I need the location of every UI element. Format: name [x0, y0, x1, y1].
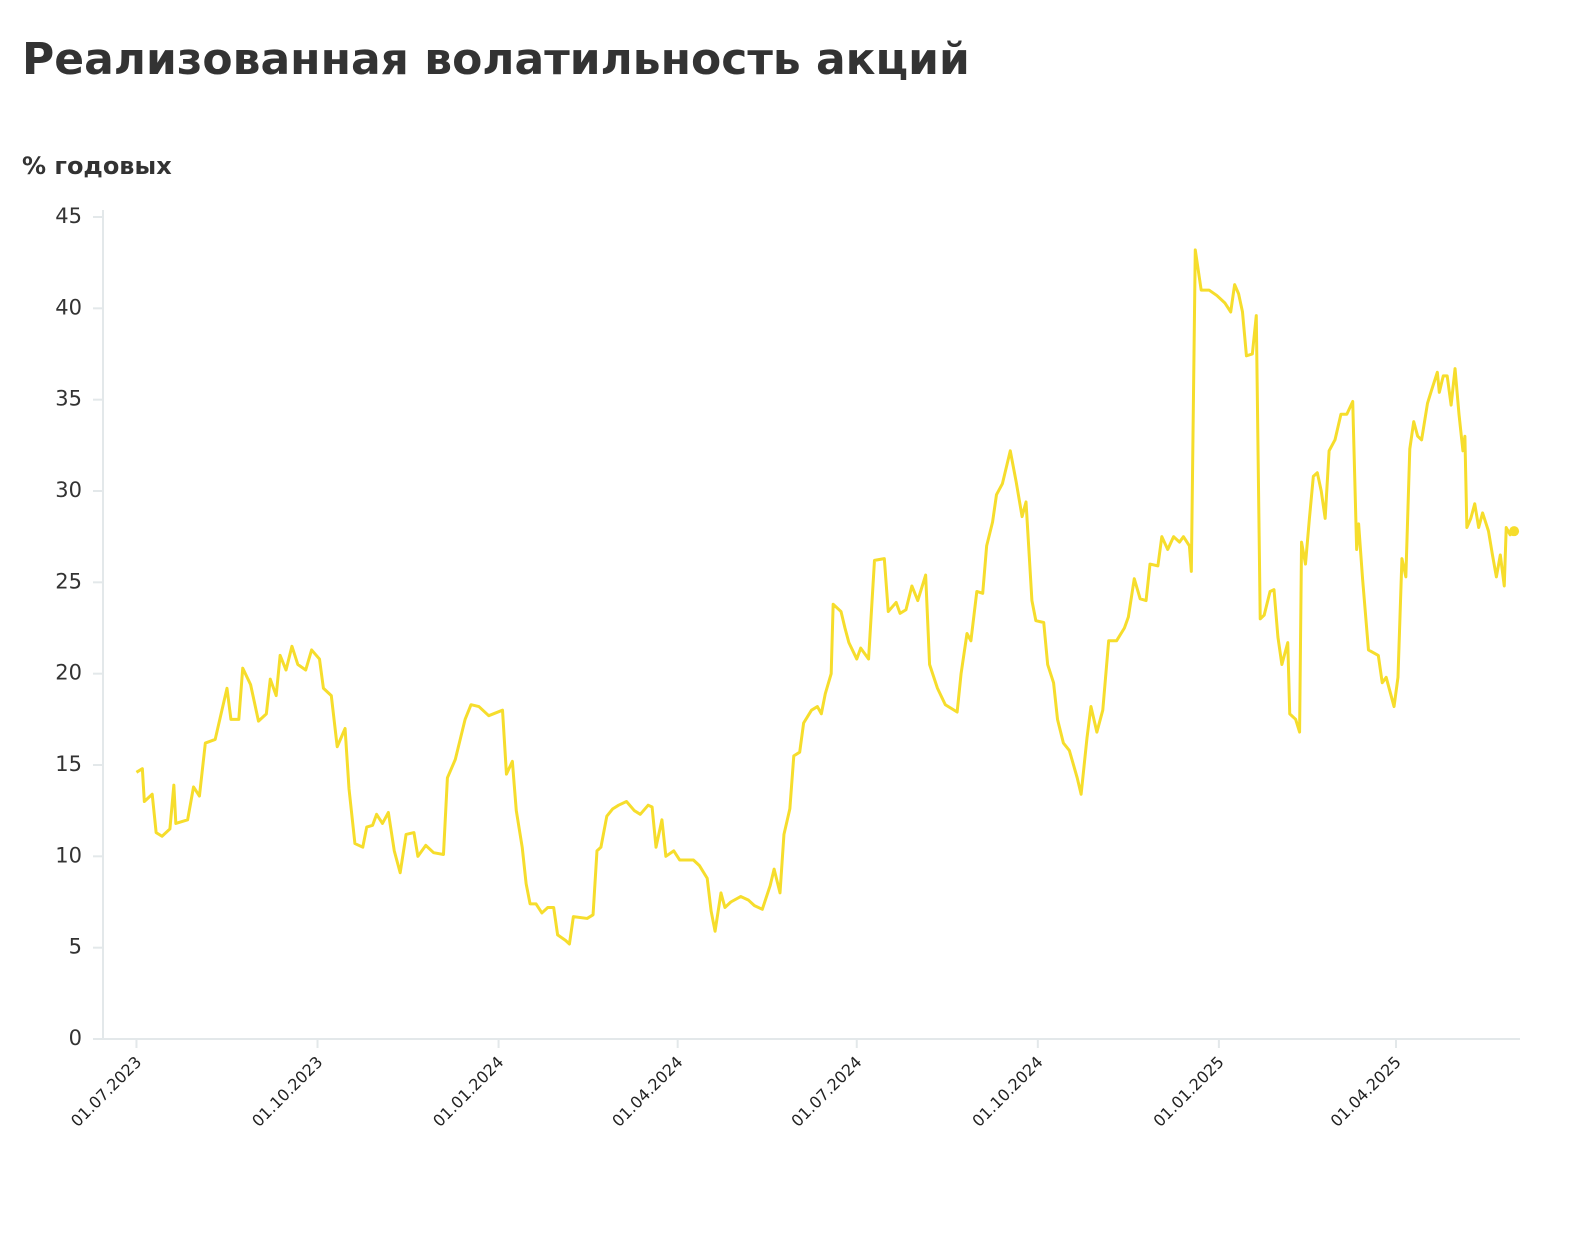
- data-line: [135, 248, 1516, 946]
- y-tick-label: 0: [69, 1026, 82, 1050]
- y-tick-label: 5: [69, 935, 82, 959]
- y-tick-label: 20: [55, 661, 82, 685]
- y-tick-label: 45: [55, 204, 82, 228]
- y-tick-label: 25: [55, 569, 82, 593]
- chart-title: Реализованная волатильность акций: [22, 34, 970, 85]
- x-tick-label: 01.04.2024: [608, 1052, 686, 1130]
- x-tick-label: 01.01.2024: [429, 1052, 507, 1130]
- y-tick-label: 30: [55, 478, 82, 502]
- y-tick-label: 35: [55, 387, 82, 411]
- y-tick-label: 15: [55, 752, 82, 776]
- x-tick-label: 01.07.2024: [787, 1052, 865, 1130]
- y-tick-label: 40: [55, 295, 82, 319]
- y-axis-label: % годовых: [22, 152, 172, 180]
- end-point: [1509, 526, 1520, 537]
- x-tick-label: 01.10.2024: [968, 1052, 1046, 1130]
- x-tick-label: 01.04.2025: [1327, 1052, 1405, 1130]
- x-tick-label: 01.01.2025: [1150, 1052, 1228, 1130]
- x-tick-label: 01.07.2023: [67, 1052, 145, 1130]
- x-tick-label: 01.10.2023: [248, 1052, 326, 1130]
- y-tick-label: 10: [55, 843, 82, 867]
